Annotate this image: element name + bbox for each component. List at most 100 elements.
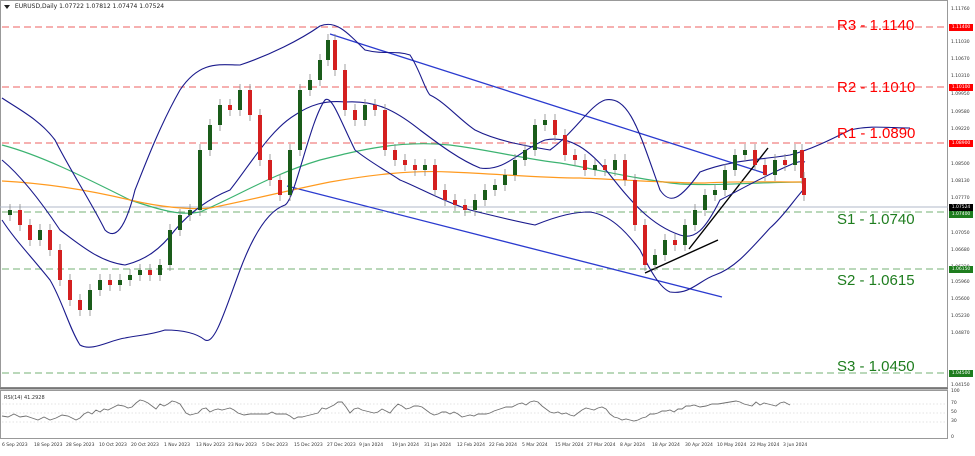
date-tick: 31 Jan 2024 — [424, 443, 451, 448]
bear-candle — [443, 190, 447, 200]
date-tick: 15 Mar 2024 — [555, 443, 584, 448]
bollinger-middle — [1, 101, 806, 266]
level-label-r2: R2 - 1.1010 — [837, 79, 916, 96]
bear-candle — [373, 105, 377, 110]
price-tick: 1.09220 — [951, 127, 970, 132]
bear-candle — [413, 165, 417, 170]
rsi-label: RSI(14) 41.2928 — [4, 395, 45, 401]
date-tick: 9 Jan 2024 — [359, 443, 384, 448]
bear-candle — [403, 160, 407, 165]
date-tick: 18 Apr 2024 — [652, 443, 680, 448]
bear-candle — [58, 250, 62, 280]
date-tick: 30 Apr 2024 — [685, 443, 713, 448]
date-tick: 22 Feb 2024 — [489, 443, 518, 448]
bull-candle — [693, 210, 697, 225]
bear-candle — [633, 180, 637, 225]
date-tick: 27 Dec 2023 — [327, 443, 356, 448]
bull-candle — [218, 105, 222, 125]
date-tick: 5 Dec 2023 — [262, 443, 288, 448]
bear-candle — [783, 160, 787, 165]
bear-candle — [433, 165, 437, 190]
date-tick: 10 Oct 2023 — [99, 443, 127, 448]
bear-candle — [148, 270, 152, 275]
bull-candle — [8, 210, 12, 215]
bear-candle — [228, 105, 232, 110]
bull-candle — [703, 195, 707, 210]
bull-candle — [663, 240, 667, 255]
price-tick: 1.09950 — [951, 92, 970, 97]
bull-candle — [613, 160, 617, 170]
bear-candle — [753, 150, 757, 165]
price-tick: 1.09580 — [951, 110, 970, 115]
bear-candle — [393, 150, 397, 160]
rsi-tick: 50 — [951, 410, 957, 415]
price-box-r3: 1.11400 — [949, 24, 973, 31]
bull-candle — [473, 200, 477, 210]
bull-candle — [198, 150, 202, 210]
bear-candle — [763, 165, 767, 175]
price-box-current: 1.07524 — [949, 204, 973, 211]
level-label-s2: S2 - 1.0615 — [837, 272, 915, 289]
date-tick: 18 Sep 2023 — [34, 443, 63, 448]
rsi-tick: 0 — [951, 435, 954, 440]
bear-candle — [333, 40, 337, 70]
bear-candle — [573, 155, 577, 160]
level-label-s3: S3 - 1.0450 — [837, 358, 915, 375]
bear-candle — [583, 160, 587, 170]
level-label-r3: R3 - 1.1140 — [837, 17, 915, 34]
bear-candle — [78, 300, 82, 310]
bear-candle — [623, 160, 627, 180]
bull-candle — [88, 290, 92, 310]
bear-candle — [68, 280, 72, 300]
bear-candle — [268, 160, 272, 180]
bull-candle — [98, 280, 102, 290]
rsi-pane-border — [0, 390, 948, 439]
price-tick: 1.04870 — [951, 331, 970, 336]
bear-candle — [108, 280, 112, 285]
price-box-s2: 1.06150 — [949, 266, 973, 273]
bull-candle — [188, 210, 192, 215]
bull-candle — [326, 40, 330, 60]
price-tick: 1.07770 — [951, 196, 970, 201]
price-tick: 1.05960 — [951, 280, 970, 285]
bull-candle — [513, 160, 517, 175]
bull-candle — [208, 125, 212, 150]
bear-candle — [48, 230, 52, 250]
price-tick: 1.05600 — [951, 297, 970, 302]
price-box-r1: 1.08900 — [949, 140, 973, 147]
ma-slow-line — [1, 170, 806, 210]
bear-candle — [248, 90, 252, 115]
date-tick: 22 May 2024 — [750, 443, 780, 448]
bear-candle — [603, 165, 607, 170]
date-tick: 10 May 2024 — [717, 443, 747, 448]
price-tick: 1.06680 — [951, 248, 970, 253]
date-tick: 8 Apr 2024 — [620, 443, 645, 448]
price-tick: 1.07050 — [951, 231, 970, 236]
bear-candle — [563, 135, 567, 155]
price-tick: 1.10670 — [951, 57, 970, 62]
price-tick: 1.11030 — [951, 40, 970, 45]
bull-candle — [158, 265, 162, 275]
bear-candle — [802, 178, 806, 195]
bull-candle — [733, 155, 737, 170]
symbol-label: EURUSD,Daily — [14, 3, 58, 10]
bear-candle — [553, 120, 557, 135]
bull-candle — [793, 150, 797, 165]
price-tick: 1.05230 — [951, 314, 970, 319]
bollinger-upper — [1, 23, 911, 235]
bear-candle — [28, 225, 32, 240]
bull-candle — [138, 270, 142, 275]
price-tick: 1.08500 — [951, 162, 970, 167]
bear-candle — [258, 115, 262, 160]
date-tick: 12 Feb 2024 — [457, 443, 486, 448]
bull-candle — [128, 275, 132, 280]
descending-channel — [286, 33, 765, 298]
bull-candle — [683, 225, 687, 245]
ma-fast-line — [1, 143, 806, 214]
bull-candle — [773, 160, 777, 175]
bull-candle — [38, 230, 42, 240]
rsi-levels — [2, 403, 946, 423]
collapse-triangle-icon[interactable] — [4, 4, 10, 9]
